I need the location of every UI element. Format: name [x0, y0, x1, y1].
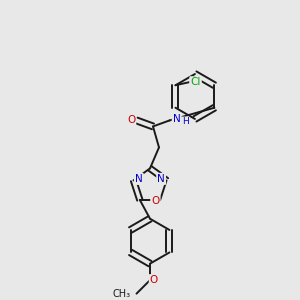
Text: O: O [150, 275, 158, 285]
Text: N: N [135, 174, 143, 184]
Text: N: N [157, 174, 165, 184]
Text: O: O [151, 196, 160, 206]
Text: Cl: Cl [190, 77, 201, 87]
Text: O: O [127, 116, 135, 125]
Text: N: N [173, 114, 181, 124]
Text: CH₃: CH₃ [113, 289, 131, 298]
Text: H: H [182, 117, 189, 126]
